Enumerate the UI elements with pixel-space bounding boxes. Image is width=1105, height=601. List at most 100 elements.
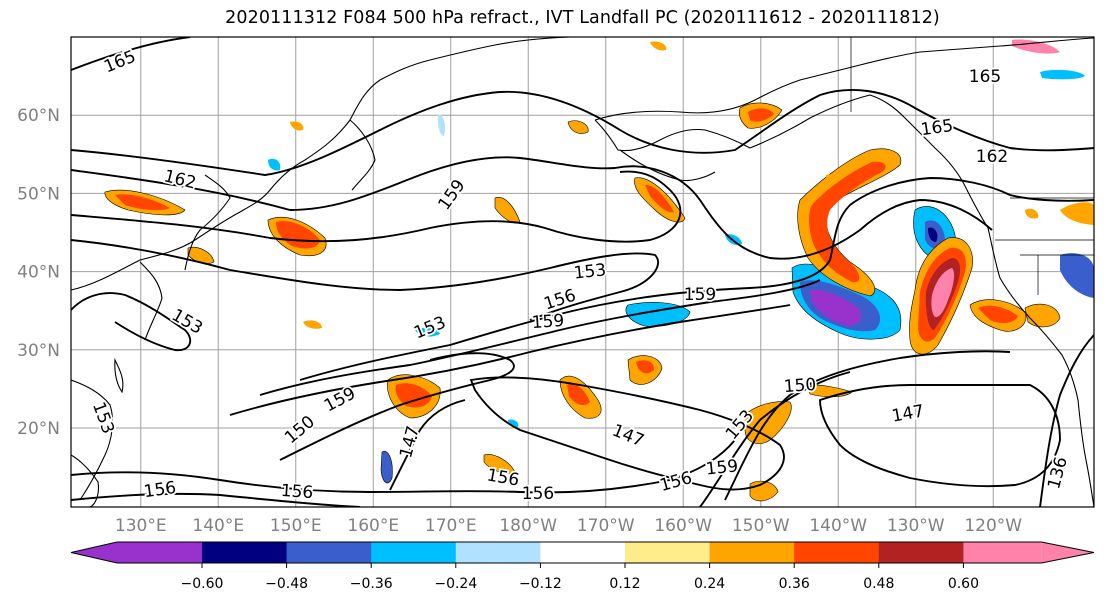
anomaly-patch bbox=[415, 327, 440, 337]
contour-label: 159 bbox=[705, 456, 739, 479]
anomaly-patch bbox=[810, 289, 862, 326]
anomaly-patch bbox=[380, 450, 393, 484]
anomaly-patch bbox=[483, 454, 516, 474]
anomaly-patch bbox=[978, 305, 1018, 324]
colorbar-tick-label: 0.12 bbox=[609, 576, 640, 592]
contour-165 bbox=[71, 37, 191, 71]
na-west-coast bbox=[987, 227, 1094, 507]
contour-147-east bbox=[819, 384, 1061, 488]
anomaly-patch bbox=[395, 383, 432, 408]
colorbar-segment bbox=[117, 542, 202, 563]
colorbar-extend-right bbox=[1041, 542, 1094, 563]
contour-label: 159 bbox=[684, 285, 716, 305]
anomaly-patch bbox=[268, 158, 281, 171]
lon-label: 120°W bbox=[964, 516, 1022, 536]
lat-label: 50°N bbox=[17, 184, 60, 204]
colorbar-segment bbox=[540, 542, 626, 563]
anomaly-patch bbox=[437, 114, 446, 136]
anomaly-patch bbox=[567, 383, 590, 406]
axis-labels: 60°N 50°N 40°N 30°N 20°N 130°E 140°E 150°E 160°E… bbox=[17, 106, 1022, 536]
lon-label: 140°E bbox=[192, 516, 244, 536]
colorbar-tick-label: −0.48 bbox=[265, 576, 308, 592]
colorbar: −0.60 −0.48 −0.36 −0.24 −0.12 0.12 0.24 0.36 0.4… bbox=[70, 541, 1095, 592]
colorbar-tick-label: 0.24 bbox=[694, 576, 725, 592]
lon-label: 130°W bbox=[887, 516, 945, 536]
colorbar-extend-left bbox=[71, 542, 117, 563]
korea-coast bbox=[139, 261, 163, 341]
colorbar-segment bbox=[286, 542, 372, 563]
lat-label: 30°N bbox=[17, 341, 60, 361]
colorbar-tick-label: 0.36 bbox=[779, 576, 810, 592]
colorbar-tick-label: 0.48 bbox=[863, 576, 894, 592]
anomaly-patch bbox=[928, 227, 938, 242]
contour-label: 150 bbox=[783, 375, 817, 397]
contour-159-north bbox=[71, 156, 993, 260]
lon-label: 150°W bbox=[732, 516, 790, 536]
anomaly-patch bbox=[809, 161, 886, 283]
borders bbox=[850, 37, 1094, 295]
anomaly-patch bbox=[650, 41, 667, 51]
contour-147-central bbox=[469, 376, 785, 491]
contour-label: 156 bbox=[280, 481, 314, 503]
height-contours bbox=[71, 37, 1094, 507]
lon-label: 150°E bbox=[270, 516, 322, 536]
contour-159-mid bbox=[299, 177, 1094, 381]
contour-153-a bbox=[71, 239, 660, 321]
colorbar-outline bbox=[70, 541, 1095, 564]
colorbar-segment bbox=[371, 542, 457, 563]
japan-coast bbox=[184, 174, 231, 271]
contour-label: 159 bbox=[531, 311, 565, 333]
lat-label: 40°N bbox=[17, 263, 60, 283]
lat-label: 20°N bbox=[17, 419, 60, 439]
colorbar-segment bbox=[455, 542, 541, 563]
contour-153-east bbox=[699, 371, 851, 507]
anomaly-patch bbox=[115, 194, 170, 211]
contour-156-a bbox=[71, 170, 682, 243]
contour-153-sw bbox=[71, 292, 192, 352]
anomaly-patch bbox=[826, 174, 836, 184]
lon-label: 140°W bbox=[809, 516, 867, 536]
anomaly-patch bbox=[636, 360, 655, 374]
shaded-anomalies bbox=[104, 39, 1094, 502]
philippines-coast bbox=[71, 454, 99, 507]
contour-label: 156 bbox=[143, 478, 178, 502]
anomaly-patch bbox=[1012, 39, 1060, 54]
kamchatka-coast bbox=[349, 119, 376, 191]
lat-label: 60°N bbox=[17, 106, 60, 126]
colorbar-tick-label: −0.12 bbox=[519, 576, 562, 592]
colorbar-segment bbox=[878, 542, 964, 563]
anomaly-patch bbox=[1040, 69, 1085, 80]
contour-147-west bbox=[389, 399, 466, 491]
colorbar-segment bbox=[625, 542, 711, 563]
anomaly-patch bbox=[1060, 253, 1094, 298]
colorbar-segment bbox=[963, 542, 1042, 563]
lon-label: 130°E bbox=[115, 516, 167, 536]
contour-153-mid bbox=[229, 304, 791, 416]
colorbar-segment bbox=[709, 542, 795, 563]
contour-label: 165 bbox=[969, 67, 1001, 87]
map-frame bbox=[70, 36, 1095, 508]
anomaly-patch bbox=[748, 108, 774, 122]
coastlines bbox=[71, 37, 1094, 507]
anomaly-patch bbox=[1060, 202, 1094, 225]
colorbar-tick-label: −0.60 bbox=[181, 576, 224, 592]
anomaly-patch bbox=[931, 268, 955, 318]
alaska-north-coast bbox=[594, 37, 1094, 121]
asia-coastline bbox=[71, 37, 571, 291]
contour-162-north bbox=[71, 88, 1094, 176]
lon-label: 160°W bbox=[654, 516, 712, 536]
contour-150-west bbox=[279, 352, 515, 461]
contour-156-south bbox=[71, 439, 736, 494]
lon-label: 170°W bbox=[577, 516, 635, 536]
alaska-peninsula-coast bbox=[594, 119, 751, 152]
lon-label: 180°W bbox=[499, 516, 557, 536]
contour-label: 162 bbox=[976, 147, 1008, 167]
anomaly-patch bbox=[1025, 208, 1039, 219]
figure-title: 2020111312 F084 500 hPa refract., IVT La… bbox=[225, 8, 940, 28]
china-coast bbox=[71, 379, 114, 501]
anomaly-patch bbox=[187, 247, 215, 264]
taiwan-coast bbox=[114, 357, 124, 394]
anomaly-patch bbox=[567, 120, 589, 134]
